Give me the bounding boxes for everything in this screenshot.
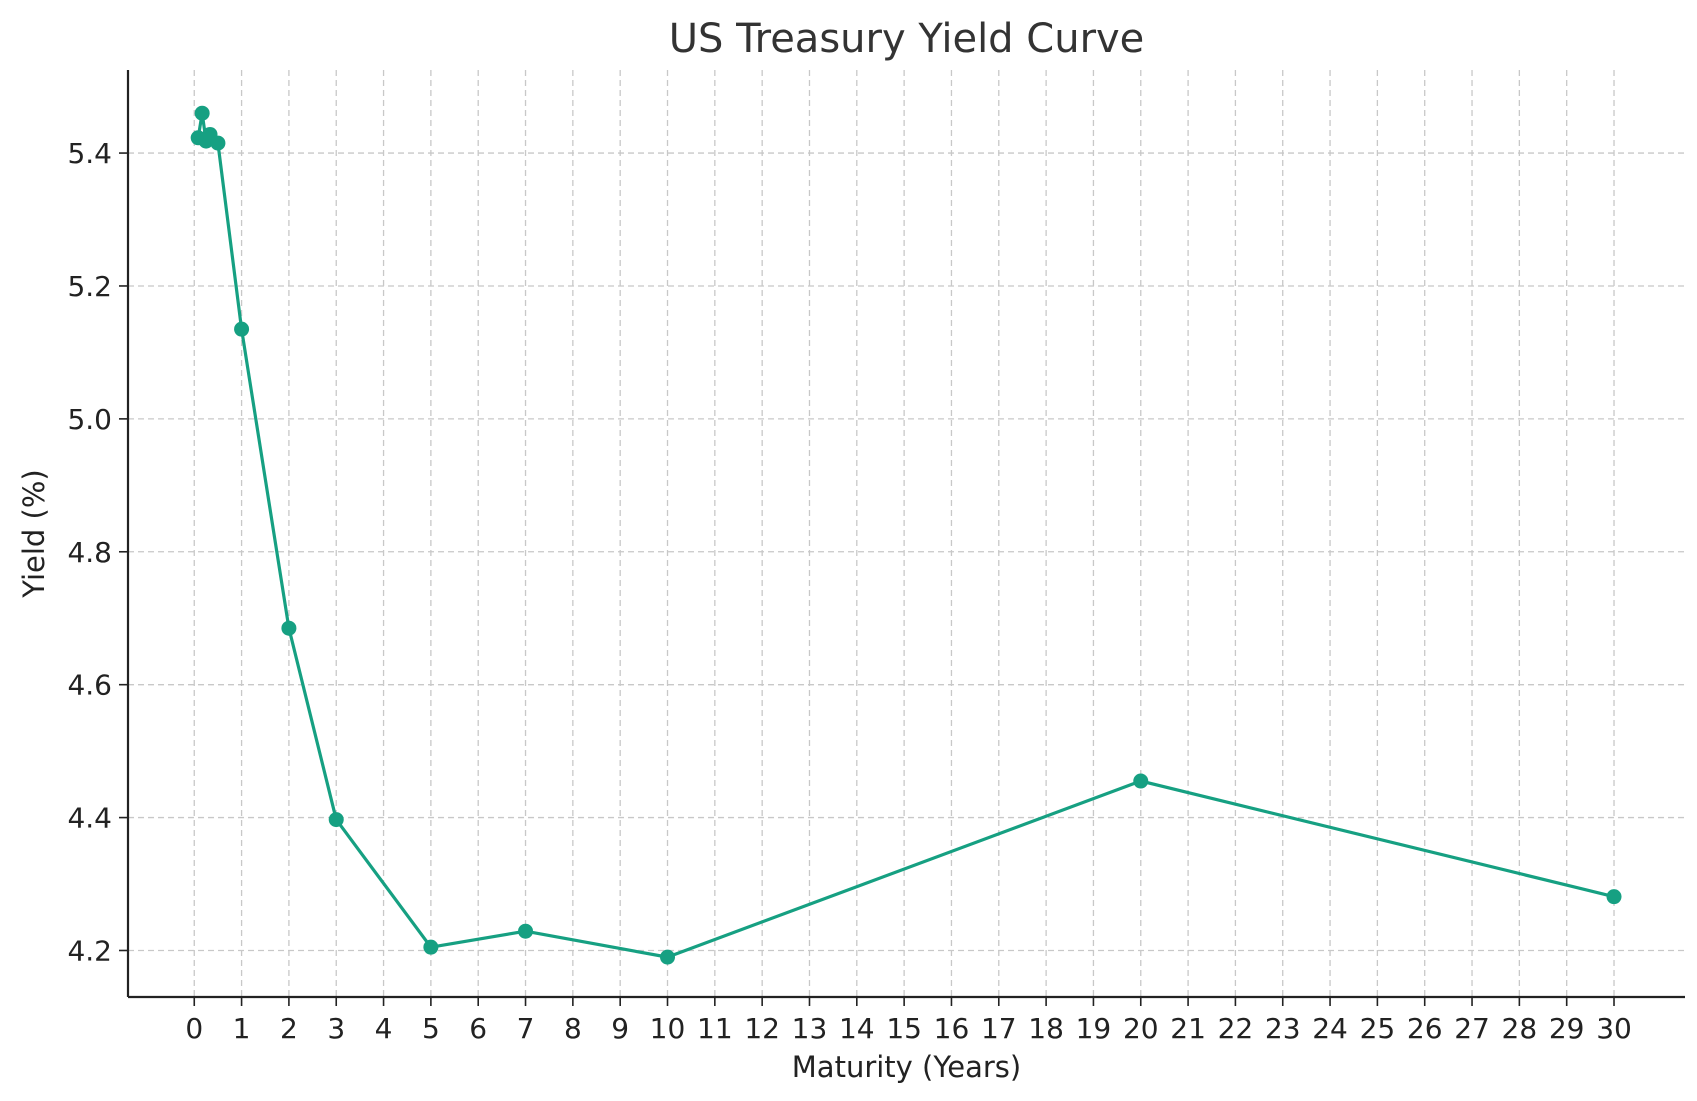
y-tick-label: 5.2	[67, 270, 112, 303]
series	[190, 105, 1622, 965]
y-tick-label: 5.0	[67, 403, 112, 436]
x-tick-label: 8	[564, 1012, 582, 1045]
x-tick-label: 16	[934, 1012, 970, 1045]
data-point	[234, 321, 250, 337]
x-tick-label: 7	[517, 1012, 535, 1045]
x-tick-label: 23	[1265, 1012, 1301, 1045]
x-tick-label: 24	[1312, 1012, 1348, 1045]
grid	[128, 70, 1685, 997]
x-tick-label: 0	[185, 1012, 203, 1045]
data-point	[194, 105, 210, 121]
data-point	[423, 939, 439, 955]
x-tick-label: 18	[1028, 1012, 1064, 1045]
x-tick-label: 26	[1407, 1012, 1443, 1045]
x-tick-label: 1	[233, 1012, 251, 1045]
x-tick-label: 19	[1076, 1012, 1112, 1045]
x-tick-label: 22	[1218, 1012, 1254, 1045]
x-tick-label: 21	[1170, 1012, 1206, 1045]
data-point	[1606, 889, 1622, 905]
x-axis-label: Maturity (Years)	[792, 1050, 1021, 1084]
x-tick-label: 13	[792, 1012, 828, 1045]
y-tick-label: 4.8	[67, 536, 112, 569]
ticks: 0 1 2 3 4 5 6 7 8 9 10 11 12 13 14 15 16 17 18 19 20 21 22 23 24…	[67, 137, 1631, 1045]
data-point	[281, 620, 297, 636]
x-tick-label: 25	[1360, 1012, 1396, 1045]
x-tick-label: 2	[280, 1012, 298, 1045]
x-tick-label: 3	[327, 1012, 345, 1045]
x-tick-label: 5	[422, 1012, 440, 1045]
data-point	[210, 135, 226, 151]
x-tick-label: 9	[611, 1012, 629, 1045]
x-tick-label: 29	[1549, 1012, 1585, 1045]
x-tick-label: 27	[1454, 1012, 1490, 1045]
x-tick-label: 12	[744, 1012, 780, 1045]
y-tick-label: 4.6	[67, 669, 112, 702]
x-tick-label: 11	[697, 1012, 733, 1045]
x-tick-label: 20	[1123, 1012, 1159, 1045]
x-tick-label: 30	[1596, 1012, 1632, 1045]
data-point	[1133, 773, 1149, 789]
yield-series-line	[196, 111, 1615, 959]
x-tick-label: 4	[375, 1012, 393, 1045]
data-point	[660, 949, 676, 965]
x-tick-label: 15	[886, 1012, 922, 1045]
x-tick-label: 6	[469, 1012, 487, 1045]
x-tick-label: 17	[981, 1012, 1017, 1045]
x-tick-label: 10	[650, 1012, 686, 1045]
data-point	[518, 923, 534, 939]
y-axis-label: Yield (%)	[17, 469, 51, 598]
x-tick-label: 14	[839, 1012, 875, 1045]
y-tick-label: 4.2	[67, 934, 112, 967]
x-tick-label: 28	[1502, 1012, 1538, 1045]
y-tick-label: 4.4	[67, 802, 112, 835]
chart-title: US Treasury Yield Curve	[669, 16, 1145, 62]
data-point	[328, 812, 344, 828]
y-tick-label: 5.4	[67, 137, 112, 170]
